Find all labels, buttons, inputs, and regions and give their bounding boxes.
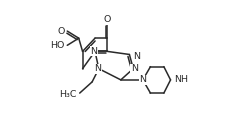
- Text: N: N: [94, 64, 101, 73]
- Text: O: O: [58, 27, 65, 36]
- Text: N: N: [139, 75, 146, 84]
- Text: O: O: [103, 15, 111, 24]
- Text: NH: NH: [174, 75, 188, 84]
- Text: N: N: [133, 52, 140, 61]
- Text: H₃C: H₃C: [59, 90, 76, 99]
- Text: N: N: [130, 64, 137, 73]
- Text: HO: HO: [50, 41, 64, 50]
- Text: N: N: [90, 47, 97, 56]
